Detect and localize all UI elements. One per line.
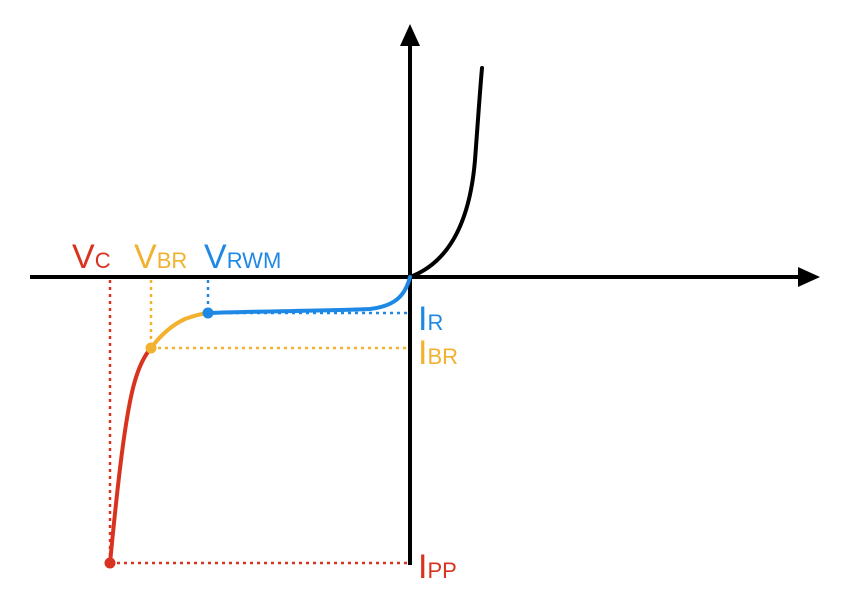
ibr-label: IBR	[418, 334, 458, 372]
vc-label-main: V	[72, 238, 95, 276]
vc-point	[104, 557, 116, 569]
vc-label-sub: C	[95, 248, 111, 273]
x-axis-arrowhead	[798, 267, 820, 287]
vbr-label-sub: BR	[157, 248, 188, 273]
vc-label: VC	[72, 238, 111, 276]
ibr-label-sub: BR	[427, 344, 458, 369]
reverse-curve-red-segment	[108, 346, 153, 565]
reverse-curve-blue-segment	[206, 275, 412, 315]
y-axis-arrowhead	[400, 24, 420, 46]
forward-bias-curve	[408, 66, 484, 279]
reverse-curve-orange-segment	[149, 311, 210, 350]
ipp-label-sub: PP	[427, 558, 456, 583]
vrwm-label-main: V	[204, 238, 227, 276]
vrwm-label: VRWM	[204, 238, 281, 276]
ir-label-sub: R	[427, 310, 443, 335]
vbr-label: VBR	[134, 238, 187, 276]
ir-label: IR	[418, 300, 443, 338]
vbr-label-main: V	[134, 238, 157, 276]
ir-label-main: I	[418, 300, 427, 338]
ipp-label: IPP	[418, 548, 457, 586]
vrwm-label-sub: RWM	[227, 248, 282, 273]
vbr-point	[145, 342, 157, 354]
vrwm-point	[202, 307, 214, 319]
ipp-label-main: I	[418, 548, 427, 586]
ibr-label-main: I	[418, 334, 427, 372]
